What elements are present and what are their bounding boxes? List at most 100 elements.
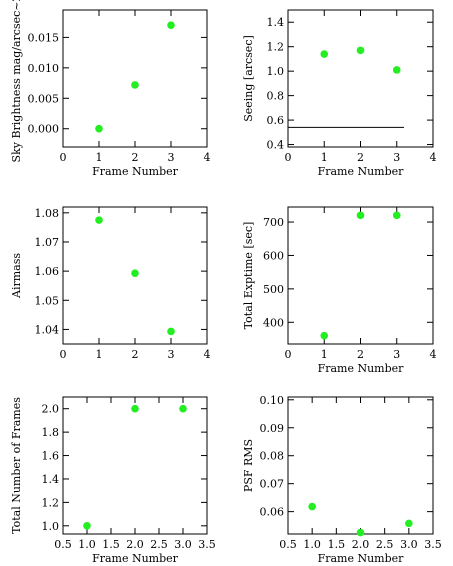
plot-frame [287, 396, 434, 535]
y-tick-label: 700 [263, 216, 284, 229]
x-tick-label: 1 [321, 151, 328, 164]
x-tick-label: 3 [168, 348, 175, 361]
plot-frame [62, 396, 208, 535]
y-tick-label: 2.0 [42, 403, 60, 416]
data-point [83, 522, 91, 530]
data-point [167, 327, 175, 336]
x-tick-label: 1 [96, 151, 103, 164]
plot-frame [287, 9, 434, 148]
y-tick-label: 1.04 [35, 323, 60, 336]
x-tick-label: 2 [132, 348, 139, 361]
panel-5: 0.5 1.0 1.5 2.0 2.5 3.0 3.51.01.21.41.61.82.0F… [10, 396, 216, 565]
x-tick-label: 2.5 [150, 538, 168, 551]
x-tick-label: 2.5 [376, 538, 394, 551]
x-tick-label: 3.0 [174, 538, 192, 551]
y-axis-label: Sky Brightness mag/arcsec~2 [10, 0, 23, 162]
y-tick-label: 0.10 [260, 394, 285, 407]
x-tick-label: 4 [204, 151, 211, 164]
x-tick-label: 0 [60, 151, 67, 164]
x-tick-label: 1.5 [328, 538, 346, 551]
x-tick-label: 0.5 [279, 538, 297, 551]
y-tick-label: 0.015 [28, 31, 60, 44]
x-tick-label: 2.0 [352, 538, 370, 551]
panel-1: 0 1 2 3 4 0.000 0.005 0.010 0.015 Frame Number Sky… [10, 0, 211, 178]
data-point [392, 66, 401, 74]
data-point [356, 528, 365, 537]
x-axis-label: Frame Number [92, 165, 179, 178]
x-tick-label: 3.5 [424, 538, 442, 551]
data-point [356, 211, 365, 220]
y-tick-label: 0.09 [260, 422, 285, 435]
x-tick-label: 1.0 [303, 538, 321, 551]
y-tick-label: 0.000 [28, 123, 60, 136]
data-point [405, 519, 413, 528]
x-tick-label: 1 [96, 348, 103, 361]
y-axis-label: Airmass [10, 253, 23, 299]
x-tick-label: 3 [168, 151, 175, 164]
data-point [356, 46, 365, 55]
y-tick-label: 400 [263, 316, 284, 329]
x-tick-label: 4 [430, 151, 437, 164]
plot-frame [287, 206, 434, 345]
x-tick-label: 0 [285, 348, 292, 361]
x-tick-label: 3.0 [400, 538, 418, 551]
x-tick-label: 4 [430, 348, 437, 361]
y-tick-label: 0.010 [28, 62, 60, 75]
x-tick-label: 1 [321, 348, 328, 361]
y-tick-label: 0.4 [267, 139, 285, 152]
data-point [131, 269, 139, 277]
y-tick-label: 1.4 [42, 473, 60, 486]
panel-2: 0 1 2 3 4 0.4 0.6 0.8 1.0 1.2 1.4 Frame Number Seein… [242, 9, 437, 178]
x-tick-label: 1.5 [102, 538, 120, 551]
x-tick-label: 0.5 [54, 538, 72, 551]
data-point [167, 21, 175, 30]
y-tick-label: 1.07 [35, 236, 60, 249]
y-tick-label: 1.4 [267, 16, 285, 29]
data-point [131, 81, 139, 89]
y-tick-label: 0.005 [28, 92, 60, 105]
y-tick-label: 1.08 [35, 207, 60, 220]
x-tick-label: 3 [393, 151, 400, 164]
y-tick-label: 0.08 [260, 450, 285, 463]
x-axis-label: Frame Number [318, 165, 405, 178]
y-tick-label: 1.2 [267, 41, 285, 54]
y-tick-label: 600 [263, 249, 284, 262]
x-axis-label: Frame Number [92, 552, 179, 565]
x-tick-label: 2 [132, 151, 139, 164]
y-axis-label: Seeing [arcsec] [242, 35, 255, 122]
data-point [320, 331, 329, 340]
y-tick-label: 1.0 [267, 65, 285, 78]
y-tick-label: 1.0 [42, 520, 60, 533]
data-point [95, 124, 103, 133]
x-tick-label: 3 [393, 348, 400, 361]
y-tick-label: 0.6 [267, 114, 285, 127]
panel-6: 0.5 1.0 1.5 2.0 2.5 3.0 3.5 0.06 0.07 0.08 0.09 0.1… [242, 394, 442, 565]
y-axis-label: PSF RMS [242, 439, 255, 492]
data-point [320, 50, 329, 58]
y-tick-label: 1.6 [42, 450, 60, 463]
data-point [131, 404, 139, 413]
data-point [308, 502, 316, 511]
y-axis-label: Total Exptime [sec] [242, 222, 255, 330]
plot-frame [62, 9, 208, 148]
y-tick-label: 1.2 [42, 496, 60, 509]
y-tick-label: 1.05 [35, 294, 60, 307]
data-point [392, 211, 401, 220]
x-axis-label: Frame Number [318, 552, 405, 565]
y-tick-label: 0.8 [267, 90, 285, 103]
data-point [95, 216, 103, 224]
x-tick-label: 3.5 [198, 538, 216, 551]
panel-4: 0 1 2 3 4 400 500 600 700 Frame Number Total Expti… [242, 206, 437, 375]
x-tick-label: 2 [357, 151, 364, 164]
x-tick-label: 0 [285, 151, 292, 164]
y-tick-label: 1.06 [35, 265, 60, 278]
x-tick-label: 4 [204, 348, 211, 361]
y-tick-label: 1.8 [42, 426, 60, 439]
x-tick-label: 0 [60, 348, 67, 361]
y-tick-label: 500 [263, 283, 284, 296]
x-tick-label: 1.0 [78, 538, 96, 551]
panel-3: 0 1 2 3 4 1.04 1.05 1.06 1.07 1.08 Airmass [10, 206, 211, 361]
y-tick-label: 0.06 [260, 506, 285, 519]
x-tick-label: 2.0 [126, 538, 144, 551]
